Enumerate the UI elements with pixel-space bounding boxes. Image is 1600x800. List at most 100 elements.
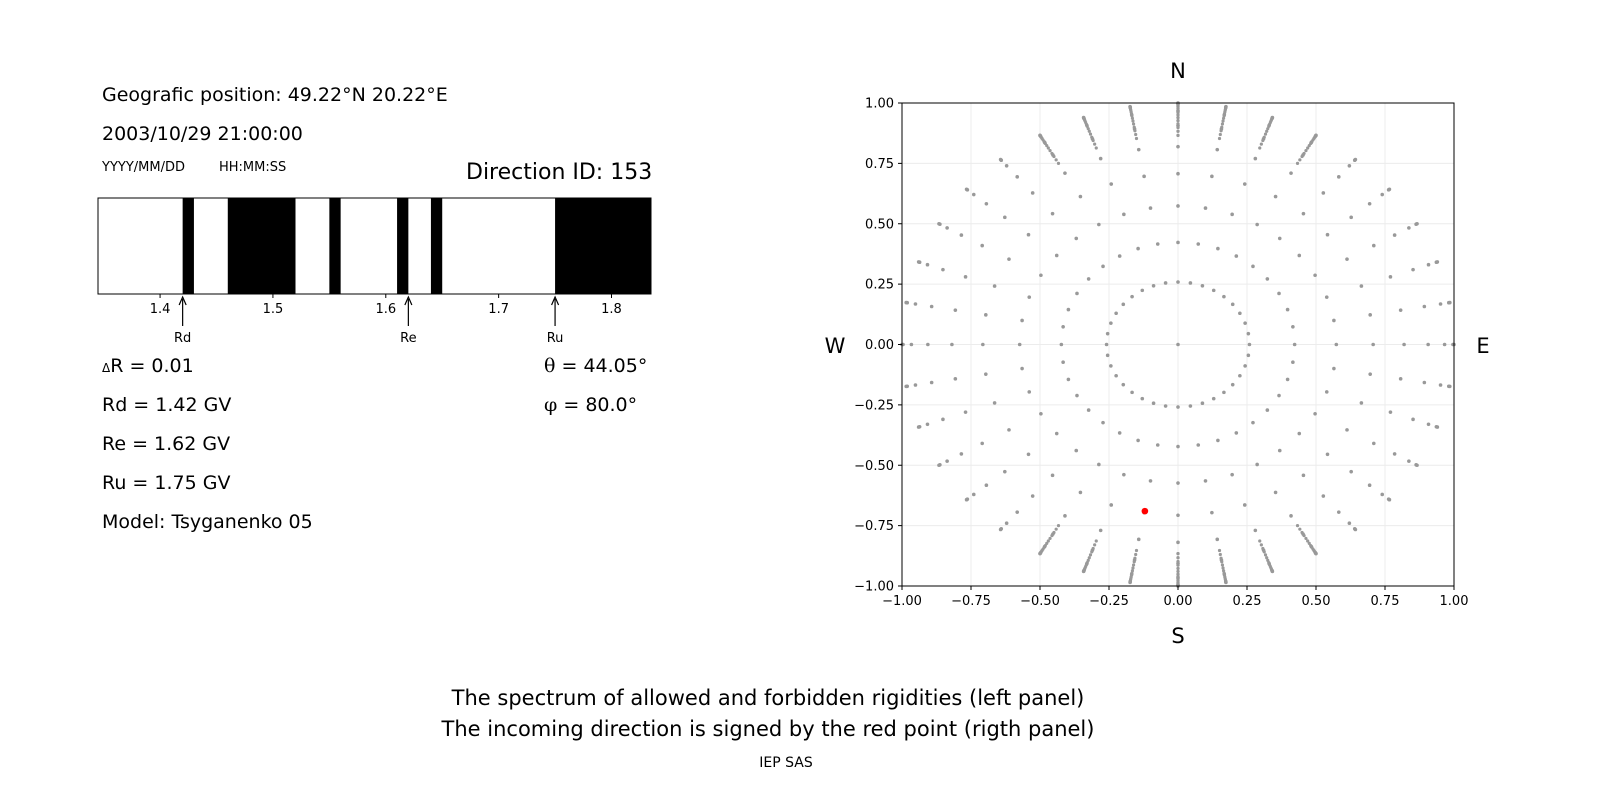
grid-point bbox=[1368, 313, 1372, 317]
grid-point bbox=[1061, 360, 1065, 365]
grid-point bbox=[1114, 373, 1118, 378]
grid-point bbox=[937, 221, 941, 226]
grid-point bbox=[1230, 212, 1234, 217]
grid-point bbox=[1038, 133, 1042, 137]
grid-point bbox=[1321, 494, 1326, 498]
grid-point bbox=[1176, 563, 1180, 567]
grid-point bbox=[1332, 318, 1336, 323]
grid-point bbox=[1359, 401, 1364, 405]
forbidden-band bbox=[430, 198, 443, 294]
grid-point bbox=[1221, 566, 1225, 570]
grid-point bbox=[1004, 521, 1009, 525]
grid-point bbox=[959, 233, 964, 237]
spectrum-tick-label: 1.5 bbox=[263, 302, 284, 317]
grid-point bbox=[1251, 420, 1255, 425]
forbidden-band bbox=[397, 198, 409, 294]
grid-point bbox=[945, 459, 949, 463]
grid-point bbox=[1230, 472, 1234, 477]
grid-point bbox=[1050, 533, 1054, 538]
grid-point bbox=[1230, 382, 1235, 387]
grid-point bbox=[980, 441, 985, 446]
grid-point bbox=[1176, 552, 1180, 556]
grid-point bbox=[1176, 540, 1180, 545]
grid-point bbox=[1371, 342, 1375, 347]
grid-point bbox=[1347, 521, 1352, 525]
grid-point bbox=[945, 226, 949, 230]
grid-point bbox=[1435, 425, 1440, 429]
grid-point bbox=[1003, 469, 1007, 474]
grid-point bbox=[1176, 129, 1180, 133]
grid-point bbox=[1015, 175, 1020, 179]
grid-point bbox=[1211, 396, 1216, 401]
grid-point bbox=[984, 202, 989, 206]
grid-point bbox=[1151, 401, 1156, 406]
grid-point bbox=[941, 417, 945, 422]
grid-point bbox=[1131, 122, 1136, 126]
grid-point bbox=[1133, 129, 1137, 133]
grid-point bbox=[1134, 552, 1138, 557]
grid-point bbox=[1093, 543, 1097, 547]
grid-point bbox=[1242, 182, 1247, 186]
grid-point bbox=[1056, 161, 1061, 165]
caption-line-2: The incoming direction is signed by the … bbox=[441, 717, 1095, 741]
grid-point bbox=[1121, 382, 1126, 387]
grid-point bbox=[1265, 277, 1270, 281]
theta-symbol: θ bbox=[544, 355, 556, 377]
grid-point bbox=[1306, 146, 1310, 150]
grid-point bbox=[1090, 135, 1094, 139]
grid-point bbox=[1210, 510, 1214, 515]
grid-point bbox=[1098, 528, 1103, 533]
grid-point bbox=[1243, 321, 1247, 325]
grid-point bbox=[1295, 161, 1300, 165]
marker-arrowhead bbox=[178, 295, 187, 306]
grid-point bbox=[959, 452, 964, 456]
grid-point bbox=[1243, 364, 1247, 368]
grid-point bbox=[1136, 147, 1141, 152]
grid-point bbox=[1215, 147, 1220, 152]
grid-point bbox=[1448, 384, 1452, 389]
grid-point bbox=[1176, 342, 1180, 347]
grid-point bbox=[1253, 156, 1258, 161]
caption-line-1: The spectrum of allowed and forbidden ri… bbox=[451, 686, 1085, 710]
x-tick-label: 0.75 bbox=[1371, 594, 1400, 609]
grid-point bbox=[1285, 307, 1290, 312]
grid-point bbox=[1332, 366, 1336, 371]
x-tick-label: −0.75 bbox=[951, 594, 991, 609]
grid-point bbox=[1054, 527, 1058, 531]
y-tick-label: −0.25 bbox=[854, 398, 894, 413]
grid-point bbox=[913, 302, 918, 306]
grid-point bbox=[953, 308, 958, 312]
grid-point bbox=[971, 192, 976, 197]
grid-point bbox=[1188, 404, 1193, 408]
datetime: 2003/10/29 21:00:00 bbox=[102, 123, 303, 145]
theta-value: θ = 44.05° bbox=[544, 355, 648, 377]
compass-west: W bbox=[825, 334, 846, 358]
grid-point bbox=[1048, 148, 1052, 153]
grid-point bbox=[1054, 253, 1059, 258]
grid-point bbox=[1122, 472, 1126, 477]
grid-point bbox=[980, 243, 985, 248]
grid-point bbox=[1297, 431, 1302, 436]
y-tick-label: −1.00 bbox=[854, 580, 894, 595]
marker-arrowhead bbox=[404, 295, 413, 306]
grid-point bbox=[950, 342, 954, 347]
grid-point bbox=[1007, 257, 1011, 261]
grid-point bbox=[925, 262, 930, 267]
grid-point bbox=[1407, 459, 1411, 463]
grid-point bbox=[1176, 144, 1180, 149]
grid-point bbox=[1251, 264, 1255, 269]
grid-point bbox=[971, 492, 976, 497]
grid-point bbox=[1367, 202, 1372, 206]
grid-point bbox=[1300, 530, 1304, 535]
grid-point bbox=[1392, 452, 1397, 456]
grid-point bbox=[1203, 206, 1208, 210]
grid-point bbox=[1215, 537, 1220, 542]
grid-point bbox=[1270, 569, 1274, 574]
grid-point bbox=[1262, 550, 1266, 554]
grid-point bbox=[984, 483, 989, 487]
grid-point bbox=[1128, 105, 1132, 109]
grid-point bbox=[1114, 311, 1118, 316]
grid-point bbox=[1052, 530, 1056, 535]
grid-point bbox=[1321, 191, 1326, 195]
grid-point bbox=[1435, 260, 1440, 264]
